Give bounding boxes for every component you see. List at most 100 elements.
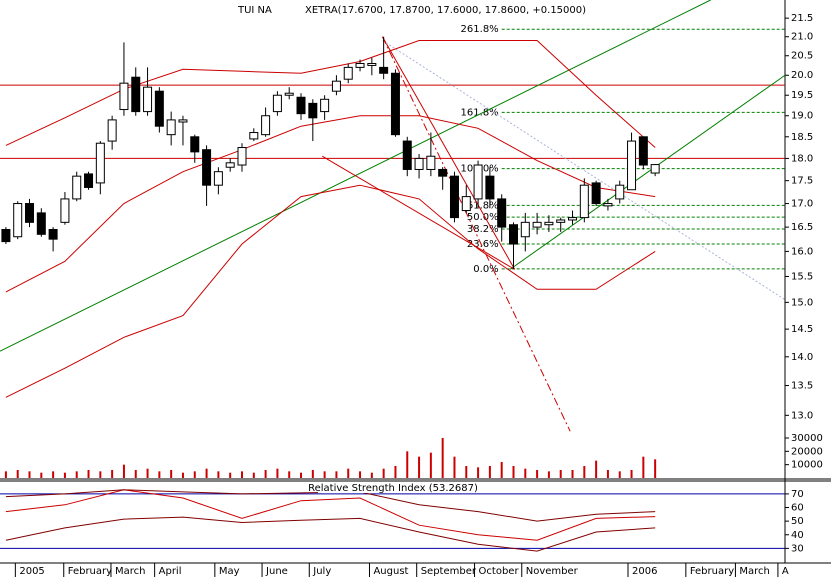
candle-body	[107, 119, 117, 142]
rsi-tick-label: 50	[791, 516, 804, 527]
candle-body	[615, 184, 625, 200]
candle-body	[237, 147, 247, 166]
y-tick-label: 15.0	[791, 297, 813, 308]
fib-label: 38.2%	[467, 224, 499, 235]
x-tick-label: April	[159, 566, 182, 577]
candle-body	[508, 224, 518, 245]
chart-title: TUI NA	[237, 5, 272, 16]
y-tick-label: 20.5	[791, 51, 813, 62]
candle-body	[355, 62, 365, 68]
x-tick-label: February	[68, 566, 112, 577]
y-tick-label: 16.0	[791, 246, 813, 257]
volume-tick-label: 30000	[791, 433, 823, 444]
candle-body	[202, 149, 212, 186]
rsi-tick-label: 40	[791, 530, 804, 541]
x-tick-label: November	[526, 566, 579, 577]
y-tick-label: 15.5	[791, 271, 813, 282]
candle-body	[627, 140, 637, 191]
candle-body	[579, 184, 589, 219]
rsi-tick-label: 60	[791, 503, 804, 514]
candle-body	[320, 98, 330, 113]
candle-body	[95, 142, 105, 184]
x-tick-label: August	[373, 566, 408, 577]
x-tick-label: July	[312, 566, 331, 577]
candle-body	[603, 203, 613, 207]
y-tick-label: 17.5	[791, 176, 813, 187]
trend-line	[382, 36, 516, 270]
y-tick-label: 20.0	[791, 70, 813, 81]
rsi-title: Relative Strength Index (53.2687)	[308, 483, 478, 494]
volume-tick-label: 10000	[791, 460, 823, 471]
candle-body	[461, 196, 471, 212]
candle-body	[473, 164, 483, 200]
candle-body	[284, 92, 294, 96]
candle-body	[84, 173, 94, 188]
y-tick-label: 21.5	[791, 13, 813, 24]
trend-line	[322, 155, 515, 270]
candle-body	[520, 221, 530, 238]
x-tick-label: 2005	[19, 566, 44, 577]
y-tick-label: 16.5	[791, 222, 813, 233]
fib-label: 23.6%	[467, 239, 499, 250]
rsi-line	[5, 516, 656, 552]
candle-body	[36, 212, 46, 235]
fib-label: 161.8%	[461, 107, 499, 118]
trend-line	[509, 74, 786, 270]
candle-body	[25, 203, 35, 223]
volume-tick-label: 20000	[791, 446, 823, 457]
candle-body	[379, 66, 389, 74]
rsi-tick-label: 30	[791, 543, 804, 554]
candle-body	[367, 62, 377, 66]
candle-body	[60, 198, 70, 223]
fib-label: 61.8%	[467, 200, 499, 211]
candle-body	[249, 132, 259, 140]
candle-body	[568, 217, 578, 221]
candle-body	[449, 175, 459, 219]
y-tick-label: 14.5	[791, 324, 813, 335]
x-tick-label: 2006	[632, 566, 657, 577]
fib-label: 0.0%	[473, 264, 498, 275]
candle-body	[544, 221, 554, 226]
x-tick-label: March	[115, 566, 145, 577]
candle-body	[556, 219, 566, 223]
candle-body	[296, 96, 306, 115]
candle-body	[225, 162, 235, 168]
candle-body	[119, 82, 129, 111]
y-tick-label: 13.5	[791, 381, 813, 392]
candle-body	[213, 171, 223, 186]
candle-body	[343, 66, 353, 80]
fib-label: 50.0%	[467, 212, 499, 223]
y-tick-label: 18.5	[791, 132, 813, 143]
y-tick-label: 18.0	[791, 153, 813, 164]
candle-body	[143, 86, 153, 113]
x-tick-label: June	[265, 566, 288, 577]
band-line	[5, 115, 656, 293]
y-tick-label: 19.5	[791, 90, 813, 101]
candle-body	[650, 164, 660, 174]
candle-body	[48, 229, 58, 240]
x-tick-label: May	[219, 566, 240, 577]
candle-body	[497, 198, 507, 228]
band-line	[5, 40, 656, 148]
candle-body	[402, 140, 412, 170]
candle-body	[591, 182, 601, 205]
rsi-title-box	[318, 482, 468, 493]
y-tick-label: 13.0	[791, 410, 813, 421]
y-tick-label: 21.0	[791, 32, 813, 43]
candle-body	[72, 175, 82, 200]
candle-body	[390, 72, 400, 136]
chart-subtitle: XETRA(17.6700, 17.8700, 17.6000, 17.8600…	[305, 5, 586, 16]
candle-body	[131, 76, 141, 113]
rsi-tick-label: 70	[791, 489, 804, 500]
trend-line	[382, 36, 571, 432]
candle-body	[166, 119, 176, 136]
candle-body	[261, 115, 271, 136]
candle-body	[190, 136, 200, 153]
x-tick-label: March	[739, 566, 769, 577]
candle-body	[272, 94, 282, 113]
x-tick-label: February	[690, 566, 734, 577]
y-tick-label: 14.0	[791, 352, 813, 363]
candle-body	[154, 90, 164, 127]
candle-body	[13, 203, 23, 238]
